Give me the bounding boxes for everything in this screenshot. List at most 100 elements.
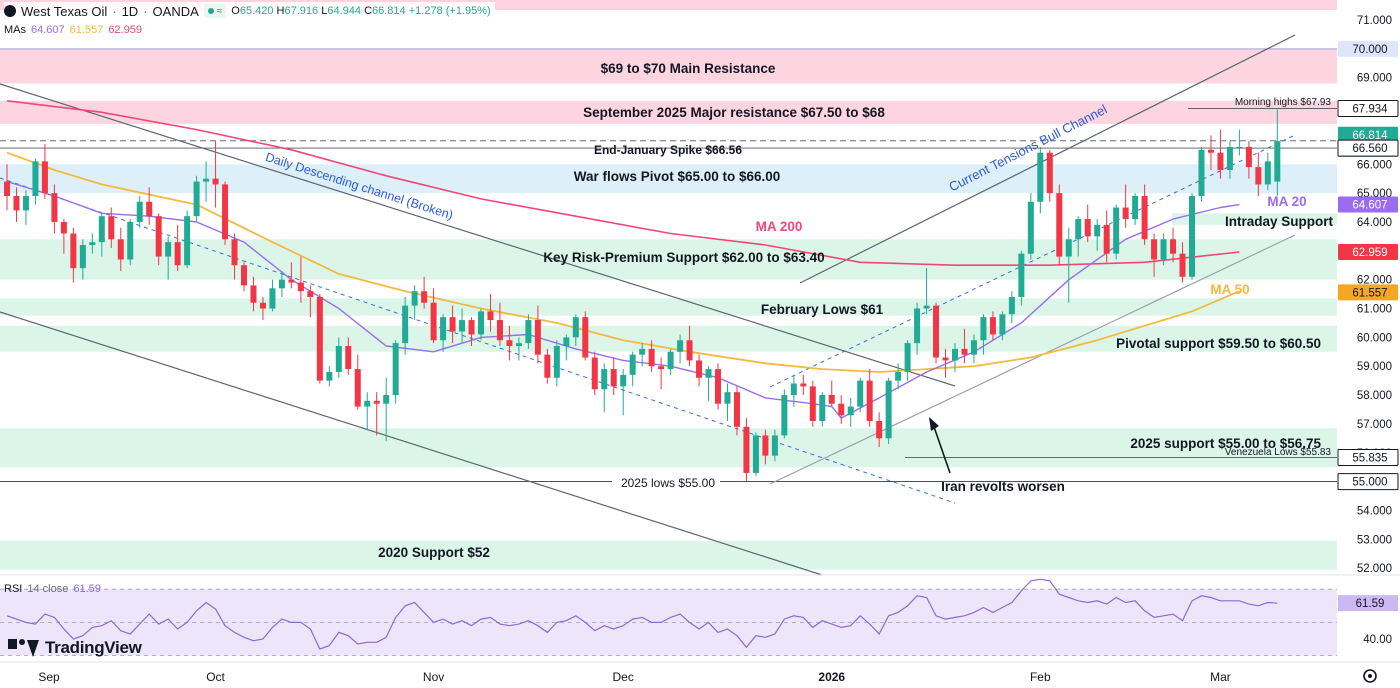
candle[interactable] — [459, 308, 466, 344]
candle[interactable] — [1170, 227, 1177, 263]
candle[interactable] — [146, 187, 153, 225]
candle[interactable] — [563, 334, 570, 361]
price-tag[interactable]: 62.959 — [1338, 243, 1398, 260]
candle[interactable] — [4, 164, 10, 211]
candle[interactable] — [506, 325, 513, 361]
candle[interactable] — [914, 302, 921, 355]
candle[interactable] — [667, 348, 674, 375]
candle[interactable] — [1207, 135, 1214, 171]
candle[interactable] — [705, 366, 712, 401]
candle[interactable] — [989, 311, 996, 341]
candle[interactable] — [345, 337, 352, 375]
candle[interactable] — [1008, 291, 1015, 323]
chart-settings-gear-icon[interactable] — [1363, 669, 1377, 683]
rsi-value-tag[interactable]: 61.59 — [1338, 595, 1398, 612]
candle[interactable] — [108, 207, 115, 248]
candle[interactable] — [13, 187, 20, 222]
candle[interactable] — [1113, 204, 1120, 260]
candle[interactable] — [819, 392, 826, 427]
candle[interactable] — [610, 357, 617, 396]
candle[interactable] — [250, 276, 257, 312]
candle[interactable] — [1198, 146, 1205, 202]
candle[interactable] — [127, 219, 134, 266]
candle[interactable] — [952, 343, 958, 372]
candle[interactable] — [1236, 129, 1243, 156]
candle[interactable] — [923, 268, 930, 315]
candle[interactable] — [534, 305, 541, 364]
candle[interactable] — [553, 340, 560, 387]
interval-label[interactable]: 1D — [121, 3, 139, 19]
candle[interactable] — [1103, 210, 1110, 263]
price-tag[interactable]: 61.557 — [1338, 284, 1398, 301]
candle[interactable] — [525, 314, 532, 349]
candle[interactable] — [800, 374, 807, 396]
candle[interactable] — [222, 181, 229, 246]
candle[interactable] — [1160, 233, 1167, 266]
candle[interactable] — [1084, 204, 1091, 243]
candle[interactable] — [430, 288, 437, 344]
candle[interactable] — [478, 308, 484, 341]
candle[interactable] — [809, 380, 816, 427]
candle[interactable] — [231, 233, 238, 280]
market-status-badge[interactable]: ≈ — [203, 4, 227, 18]
candle[interactable] — [1075, 216, 1082, 257]
candle[interactable] — [373, 392, 380, 436]
candle[interactable] — [421, 276, 428, 309]
candle[interactable] — [1094, 219, 1101, 251]
candle[interactable] — [762, 429, 769, 465]
ma-legend[interactable]: MAs 64.607 61.557 62.959 — [4, 22, 142, 38]
candle[interactable] — [733, 386, 740, 436]
candle[interactable] — [752, 432, 759, 476]
candle[interactable] — [288, 262, 295, 289]
price-tag[interactable]: 67.934 — [1337, 99, 1399, 117]
price-tag[interactable]: 55.000 — [1337, 473, 1399, 491]
candle[interactable] — [316, 294, 323, 384]
candle[interactable] — [1255, 152, 1262, 196]
price-tag[interactable]: 70.000 — [1338, 40, 1398, 57]
candle[interactable] — [866, 369, 873, 427]
candle[interactable] — [658, 357, 665, 390]
candle[interactable] — [1274, 109, 1281, 196]
candle[interactable] — [961, 328, 968, 364]
candle[interactable] — [22, 190, 29, 225]
candle[interactable] — [1217, 129, 1224, 179]
candle[interactable] — [942, 348, 949, 378]
candle[interactable] — [1046, 149, 1053, 202]
candle[interactable] — [297, 256, 304, 303]
candle[interactable] — [354, 354, 361, 410]
price-tag[interactable]: 66.560 — [1337, 139, 1399, 157]
candle[interactable] — [165, 236, 172, 280]
price-tag[interactable]: 64.607 — [1338, 196, 1398, 213]
candle[interactable] — [847, 397, 854, 427]
candle[interactable] — [364, 392, 371, 430]
candle[interactable] — [496, 302, 503, 347]
candle[interactable] — [1132, 193, 1139, 225]
candle[interactable] — [155, 213, 162, 266]
candle[interactable] — [1151, 233, 1158, 277]
candle[interactable] — [326, 366, 333, 387]
candle[interactable] — [402, 296, 409, 355]
candle[interactable] — [41, 144, 48, 199]
candle[interactable] — [895, 363, 902, 390]
candle[interactable] — [544, 348, 551, 384]
candle[interactable] — [1018, 250, 1025, 306]
candle[interactable] — [411, 285, 418, 321]
candle[interactable] — [51, 184, 58, 234]
candle[interactable] — [335, 337, 342, 378]
candle[interactable] — [1037, 146, 1044, 214]
candle[interactable] — [885, 377, 892, 445]
candle[interactable] — [212, 141, 219, 208]
candle[interactable] — [241, 262, 247, 292]
candle[interactable] — [790, 374, 797, 407]
candle[interactable] — [203, 161, 210, 202]
candle[interactable] — [1189, 193, 1195, 280]
rsi-legend[interactable]: RSI 14 close 61.59 — [4, 581, 101, 597]
candle[interactable] — [686, 325, 693, 367]
tradingview-logo[interactable]: TradingView — [8, 638, 142, 658]
candle[interactable] — [980, 314, 987, 355]
candle[interactable] — [1141, 184, 1148, 246]
candle[interactable] — [724, 383, 731, 422]
candle[interactable] — [1056, 184, 1063, 266]
candle[interactable] — [648, 340, 655, 372]
